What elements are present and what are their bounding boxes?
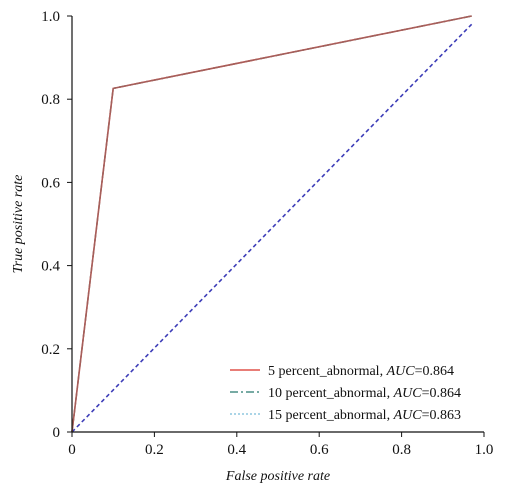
legend-entry-3: 15 percent_abnormal, AUC=0.863 — [268, 408, 461, 423]
x-tick-label: 0.2 — [145, 442, 164, 458]
axes-layer: 0 0.2 0.4 0.6 0.8 1.0 0 0.2 0.4 0.6 0.8 1.0 False po… — [11, 9, 493, 484]
legend-auc-value: =0.863 — [422, 408, 461, 423]
legend-auc-label: AUC — [393, 386, 423, 401]
y-axis-title: True positive rate — [11, 175, 26, 274]
series-layer — [71, 15, 472, 433]
y-tick-label: 0.4 — [41, 259, 60, 275]
x-tick-label: 0.4 — [227, 442, 246, 458]
y-tick-label: 0.6 — [41, 175, 60, 191]
x-axis-title: False positive rate — [225, 469, 330, 484]
y-tick-label: 0.8 — [41, 92, 60, 108]
x-tick-label: 1.0 — [475, 442, 494, 458]
y-tick-label: 1.0 — [41, 9, 60, 25]
legend-auc-value: =0.864 — [422, 386, 461, 401]
y-tick-label: 0.2 — [41, 342, 60, 358]
legend-series-name: 10 percent_abnormal, — [268, 386, 394, 401]
legend-auc-value: =0.864 — [415, 364, 454, 379]
legend-entry-2: 10 percent_abnormal, AUC=0.864 — [268, 386, 461, 401]
legend-auc-label: AUC — [393, 408, 423, 423]
legend-series-name: 5 percent_abnormal, — [268, 364, 387, 379]
x-tick-label: 0.8 — [392, 442, 411, 458]
x-tick-label: 0.6 — [310, 442, 329, 458]
y-tick-label: 0 — [53, 425, 61, 441]
series-overlap-shade — [71, 15, 472, 433]
legend-series-name: 15 percent_abnormal, — [268, 408, 394, 423]
legend-auc-label: AUC — [386, 364, 416, 379]
x-tick-label: 0 — [68, 442, 76, 458]
legend-entry-1: 5 percent_abnormal, AUC=0.864 — [268, 364, 454, 379]
